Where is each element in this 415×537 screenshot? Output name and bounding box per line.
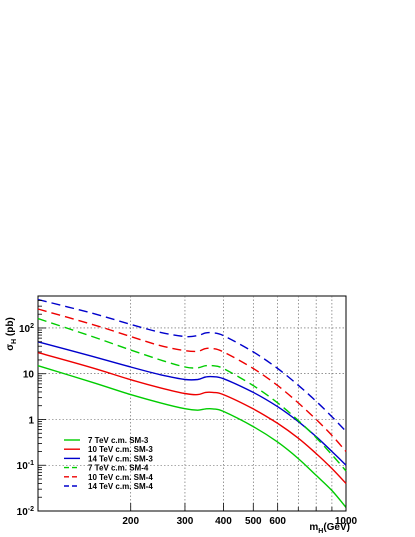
y-tick-labels: 10-2 10-1 1 10 102: [17, 323, 35, 518]
tick-marks: [37, 295, 347, 512]
y-tick-label: 1: [28, 415, 34, 426]
y-axis-title-rest: (pb): [5, 317, 16, 339]
series-lines: [37, 298, 347, 508]
x-axis-title-main: m: [309, 522, 318, 533]
legend-label: 10 TeV c.m. SM-4: [88, 473, 153, 482]
series-line-4: [37, 317, 347, 472]
legend-label: 10 TeV c.m. SM-3: [88, 445, 153, 454]
x-tick-label: 400: [215, 516, 232, 527]
series-line-6: [37, 298, 347, 432]
x-tick-label: 1000: [335, 516, 358, 527]
y-tick-label: 102: [19, 323, 34, 335]
legend: 7 TeV c.m. SM-310 TeV c.m. SM-314 TeV c.…: [64, 436, 153, 491]
grid: [38, 296, 346, 511]
y-tick-label: 10: [23, 370, 35, 381]
x-axis-title: mH(GeV): [309, 522, 350, 535]
x-axis-title-rest: (GeV): [323, 522, 350, 533]
series-line-2: [37, 351, 347, 484]
legend-label: 14 TeV c.m. SM-3: [88, 454, 153, 463]
legend-label: 7 TeV c.m. SM-4: [88, 464, 149, 473]
x-tick-label: 300: [177, 516, 194, 527]
y-axis-title-main: σ: [5, 344, 16, 351]
x-tick-label: 200: [122, 516, 139, 527]
y-tick-label: 10-1: [17, 460, 34, 472]
plot-frame: [37, 295, 347, 512]
y-axis-title-sub: H: [11, 339, 18, 344]
y-tick-label: 10-2: [17, 506, 34, 518]
series-line-5: [37, 308, 347, 452]
x-tick-label: 600: [269, 516, 286, 527]
series-line-1: [37, 365, 347, 508]
x-tick-label: 500: [245, 516, 262, 527]
legend-label: 14 TeV c.m. SM-4: [88, 482, 153, 491]
legend-label: 7 TeV c.m. SM-3: [88, 436, 149, 445]
x-axis-title-sub: H: [318, 528, 323, 535]
x-tick-labels: 200 300 400 500 600 1000: [122, 516, 357, 527]
y-axis-title: σH (pb): [5, 317, 18, 351]
